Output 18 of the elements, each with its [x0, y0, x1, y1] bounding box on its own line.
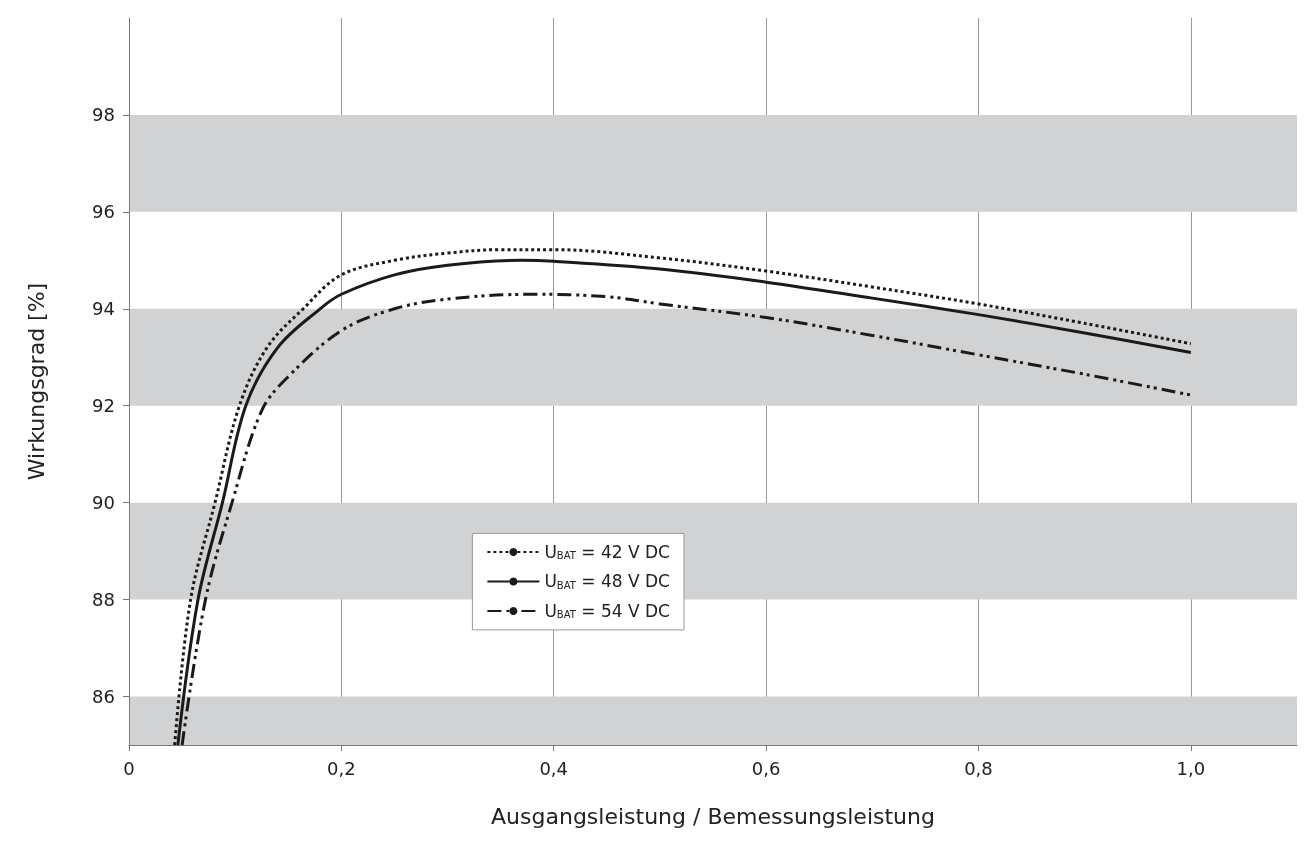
y-tick-label: 94	[92, 298, 115, 320]
legend-label: UBAT = 54 V DC	[544, 600, 670, 621]
y-tick-label: 98	[92, 104, 115, 126]
legend-label: UBAT = 48 V DC	[544, 571, 670, 592]
x-tick-label: 1,0	[1176, 757, 1206, 779]
x-tick-label: 0,6	[751, 757, 781, 779]
x-tick-label: 0,4	[539, 757, 569, 779]
y-tick-label: 88	[92, 589, 115, 611]
y-tick-label: 92	[92, 395, 115, 417]
x-axis-title: Ausgangsleistung / Bemessungsleistung	[491, 803, 935, 829]
y-tick-label: 86	[92, 686, 115, 708]
x-tick-label: 0,8	[964, 757, 993, 779]
y-tick-label: 96	[92, 201, 115, 223]
y-axis-title: Wirkungsgrad [%]	[23, 282, 49, 481]
y-tick-label: 90	[92, 492, 115, 514]
x-tick-label: 0,2	[327, 757, 356, 779]
legend-label: UBAT = 42 V DC	[544, 541, 670, 562]
x-tick-label: 0	[123, 757, 135, 779]
